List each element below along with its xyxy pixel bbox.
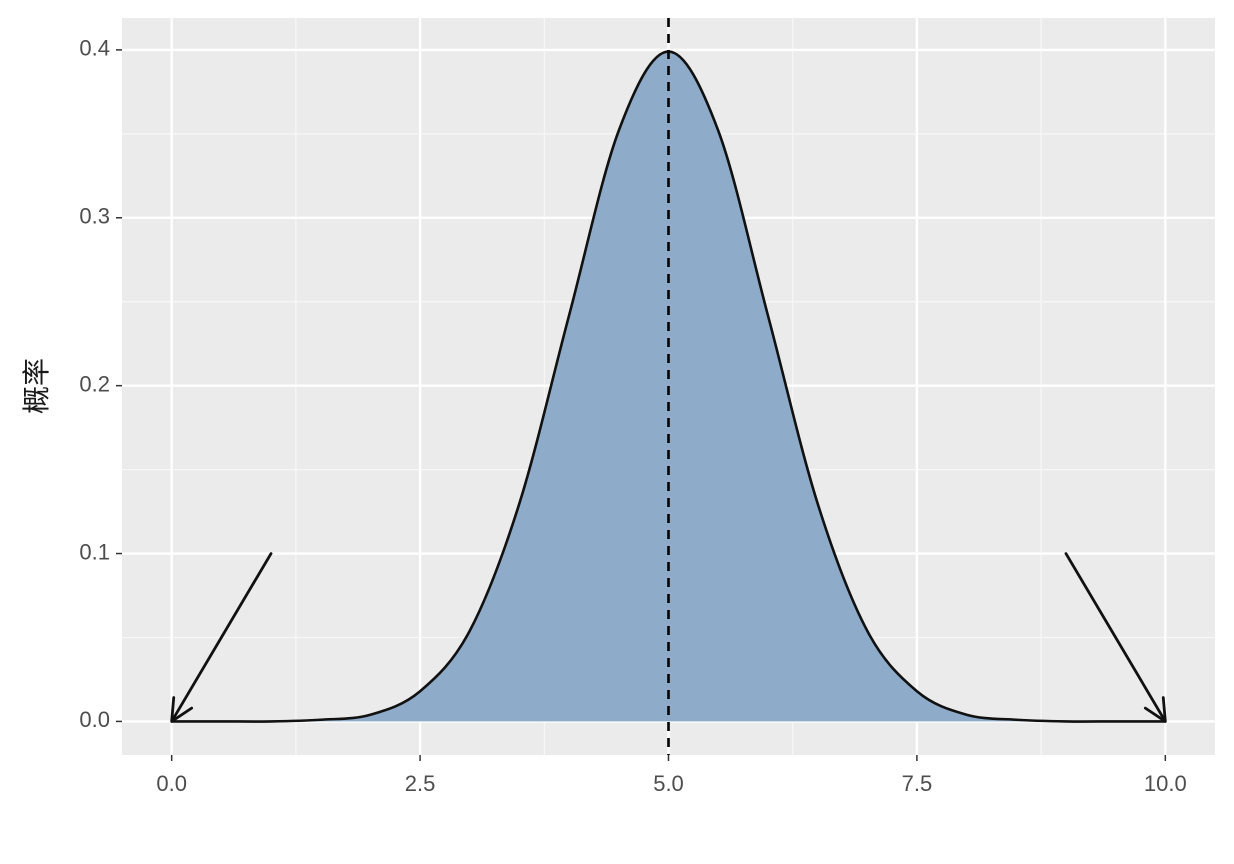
y-tick-label: 0.4 bbox=[79, 36, 110, 61]
x-tick-label: 10.0 bbox=[1144, 771, 1187, 796]
x-tick-label: 5.0 bbox=[653, 771, 684, 796]
annotation-arrow bbox=[1064, 552, 1167, 723]
y-tick-label: 0.3 bbox=[79, 204, 110, 229]
y-tick-label: 0.2 bbox=[79, 371, 110, 396]
y-tick-label: 0.0 bbox=[79, 707, 110, 732]
annotation-arrow bbox=[170, 552, 273, 723]
y-tick-label: 0.1 bbox=[79, 539, 110, 564]
x-tick-label: 0.0 bbox=[156, 771, 187, 796]
x-tick-label: 2.5 bbox=[405, 771, 436, 796]
y-axis-label: 概率 bbox=[20, 358, 53, 414]
x-tick-label: 7.5 bbox=[902, 771, 933, 796]
